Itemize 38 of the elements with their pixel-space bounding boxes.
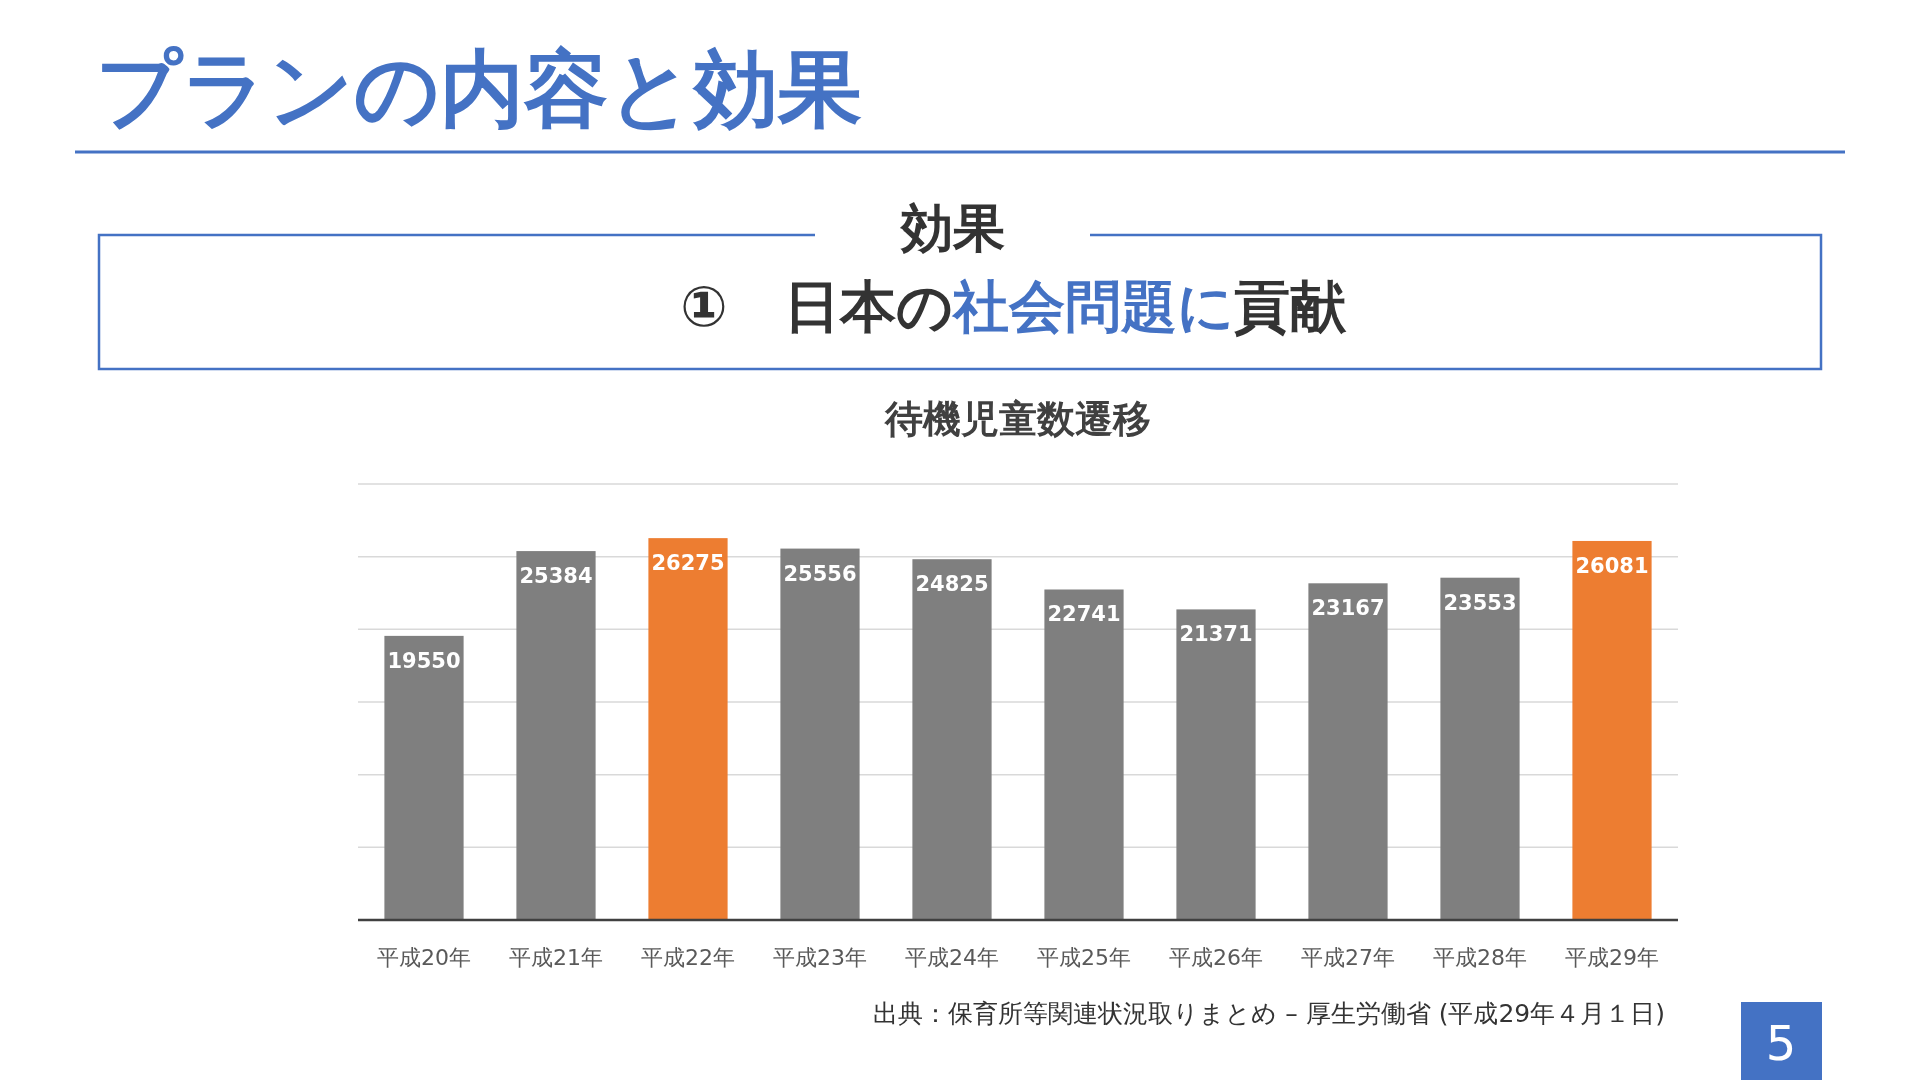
x-tick-label: 平成27年 xyxy=(1301,945,1395,970)
x-tick-label: 平成29年 xyxy=(1565,945,1659,970)
text: 社会問題に xyxy=(950,274,1234,339)
data-label: 25384 xyxy=(519,564,593,589)
data-label: 21371 xyxy=(1179,622,1253,647)
bar xyxy=(1440,577,1520,920)
data-label: 26275 xyxy=(651,551,725,576)
source-note: 出典：保育所等関連状況取りまとめ – 厚生労働省 (平成29年４月１日) xyxy=(873,999,1665,1028)
x-tick-label: 平成24年 xyxy=(905,945,999,970)
text: 貢献 xyxy=(1233,274,1347,339)
bar xyxy=(1176,609,1256,920)
x-tick-label: 平成28年 xyxy=(1433,945,1527,970)
bar xyxy=(1044,589,1124,920)
data-label: 25556 xyxy=(783,561,857,586)
bar xyxy=(648,538,728,920)
data-label: 22741 xyxy=(1047,602,1121,627)
text: ① 日本の xyxy=(680,274,953,339)
x-tick-label: 平成22年 xyxy=(641,945,735,970)
x-tick-label: 平成26年 xyxy=(1169,945,1263,970)
bar xyxy=(516,551,596,920)
data-label: 23553 xyxy=(1443,590,1517,615)
bar xyxy=(912,559,992,920)
bar xyxy=(780,548,860,920)
x-tick-label: 平成25年 xyxy=(1037,945,1131,970)
bar xyxy=(1308,583,1388,920)
text: 5 xyxy=(1765,1015,1797,1071)
data-label: 19550 xyxy=(387,648,461,673)
text: プランの内容と効果 xyxy=(96,40,862,138)
x-tick-label: 平成23年 xyxy=(773,945,867,970)
data-label: 23167 xyxy=(1311,596,1385,621)
bar xyxy=(384,635,464,920)
x-tick-label: 平成21年 xyxy=(509,945,603,970)
text: 効果 xyxy=(899,198,1005,258)
x-tick-label: 平成20年 xyxy=(377,945,471,970)
data-label: 24825 xyxy=(915,572,989,597)
data-label: 26081 xyxy=(1575,553,1649,578)
bar xyxy=(1572,540,1652,920)
chart-title: 待機児童数遷移 xyxy=(884,397,1151,441)
